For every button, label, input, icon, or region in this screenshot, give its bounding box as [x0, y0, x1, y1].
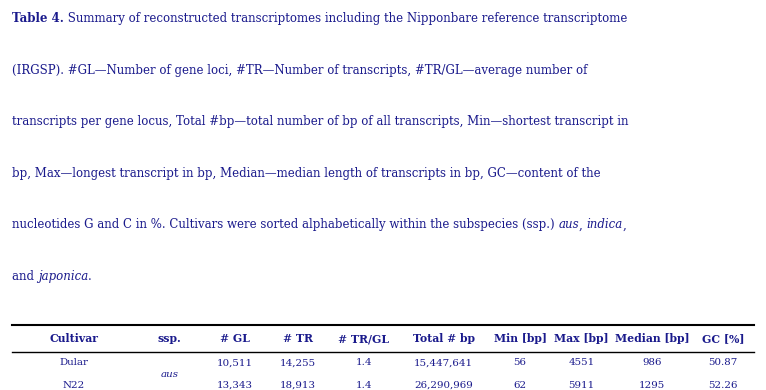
Text: .: . — [88, 270, 92, 283]
Text: # TR/GL: # TR/GL — [339, 333, 389, 344]
Text: 10,511: 10,511 — [217, 358, 253, 367]
Text: 4551: 4551 — [568, 358, 594, 367]
Text: japonica: japonica — [38, 270, 88, 283]
Text: Dular: Dular — [59, 358, 88, 367]
Text: transcripts per gene locus, Total #bp—total number of bp of all transcripts, Min: transcripts per gene locus, Total #bp—to… — [12, 115, 629, 128]
Text: Cultivar: Cultivar — [49, 333, 98, 344]
Text: ,: , — [623, 218, 627, 231]
Text: 56: 56 — [514, 358, 527, 367]
Text: 1.4: 1.4 — [355, 381, 372, 390]
Text: Table 4.: Table 4. — [12, 12, 64, 25]
Text: aus: aus — [160, 369, 178, 379]
Text: # GL: # GL — [220, 333, 250, 344]
Text: aus: aus — [558, 218, 579, 231]
Text: 18,913: 18,913 — [280, 381, 316, 390]
Text: # TR: # TR — [283, 333, 313, 344]
Text: 26,290,969: 26,290,969 — [414, 381, 473, 390]
Text: 5911: 5911 — [568, 381, 594, 390]
Text: 62: 62 — [513, 381, 527, 390]
Text: Total # bp: Total # bp — [413, 333, 475, 344]
Text: ,: , — [579, 218, 587, 231]
Text: 1295: 1295 — [639, 381, 666, 390]
Text: indica: indica — [587, 218, 623, 231]
Text: 52.26: 52.26 — [709, 381, 738, 390]
Text: 50.87: 50.87 — [709, 358, 738, 367]
Text: Max [bp]: Max [bp] — [555, 333, 609, 344]
Text: bp, Max—longest transcript in bp, Median—median length of transcripts in bp, GC—: bp, Max—longest transcript in bp, Median… — [12, 167, 601, 180]
Text: ssp.: ssp. — [158, 333, 182, 344]
Text: 14,255: 14,255 — [280, 358, 316, 367]
Text: 13,343: 13,343 — [217, 381, 253, 390]
Text: nucleotides G and C in %. Cultivars were sorted alphabetically within the subspe: nucleotides G and C in %. Cultivars were… — [12, 218, 558, 231]
Text: 986: 986 — [643, 358, 662, 367]
Text: 15,447,641: 15,447,641 — [414, 358, 473, 367]
Text: Summary of reconstructed transcriptomes including the Nipponbare reference trans: Summary of reconstructed transcriptomes … — [64, 12, 627, 25]
Text: GC [%]: GC [%] — [702, 333, 745, 344]
Text: (IRGSP). #GL—Number of gene loci, #TR—Number of transcripts, #TR/GL—average numb: (IRGSP). #GL—Number of gene loci, #TR—Nu… — [12, 64, 588, 77]
Text: Median [bp]: Median [bp] — [615, 333, 689, 344]
Text: and: and — [12, 270, 38, 283]
Text: 1.4: 1.4 — [355, 358, 372, 367]
Text: Min [bp]: Min [bp] — [493, 333, 547, 344]
Text: N22: N22 — [63, 381, 85, 390]
